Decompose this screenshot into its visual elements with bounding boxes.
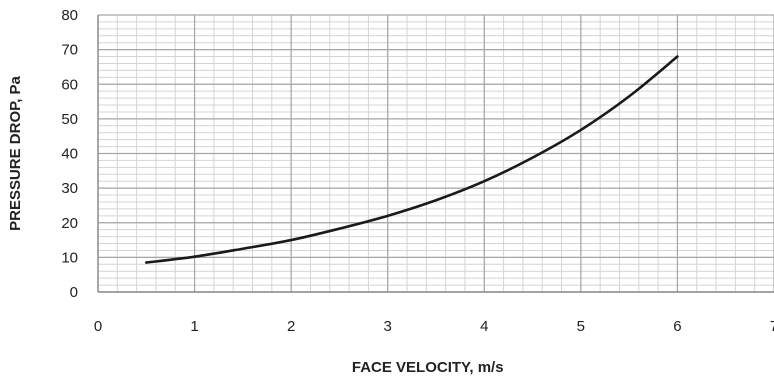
y-tick-labels: 0 10 20 30 40 50 60 70 80 [61,7,78,301]
y-tick-label: 70 [61,42,78,59]
y-tick-label: 10 [61,249,78,266]
y-tick-label: 20 [61,215,78,232]
x-tick-label: 1 [190,318,198,335]
x-tick-label: 4 [480,318,488,335]
y-tick-label: 0 [70,284,78,301]
x-tick-label: 2 [287,318,295,335]
x-tick-label: 6 [673,318,681,335]
x-tick-label: 3 [384,318,392,335]
y-axis-title: PRESSURE DROP, Pa [7,75,24,230]
plot-frame [97,15,774,293]
y-tick-label: 60 [61,76,78,93]
data-series [144,55,679,264]
x-tick-label: 5 [577,318,585,335]
y-tick-label: 40 [61,146,78,163]
y-tick-label: 80 [61,7,78,24]
x-tick-labels: 0 1 2 3 4 5 6 7 [94,318,774,335]
y-tick-label: 50 [61,111,78,128]
y-tick-label: 30 [61,180,78,197]
x-tick-label: 7 [770,318,774,335]
x-axis-title: FACE VELOCITY, m/s [352,359,504,376]
x-tick-label: 0 [94,318,102,335]
pressure-drop-curve [144,55,679,264]
